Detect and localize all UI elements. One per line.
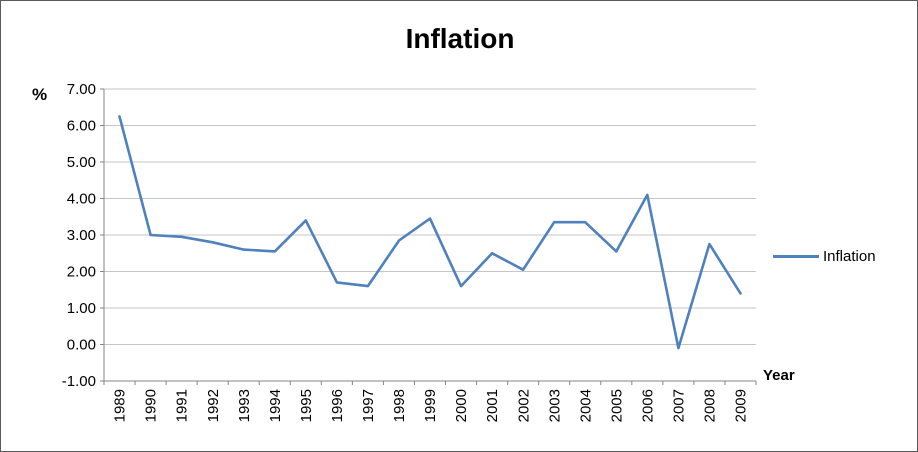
chart-title: Inflation [405,23,515,54]
legend: Inflation [773,248,876,265]
x-tick-label: 2002 [515,389,532,422]
inflation-series-line [118,115,742,350]
x-tick-label: 2009 [733,389,750,422]
x-tick-label: 2005 [608,389,625,422]
x-tick-label: 1993 [236,389,253,422]
x-tick-label: 1999 [422,389,439,422]
y-tick-label: 1.00 [67,300,96,317]
x-tick-label: 1998 [391,389,408,422]
x-axis-title: Year [763,367,795,384]
x-tick-label: 2001 [484,389,501,422]
y-tick-label: -1.00 [62,373,96,390]
x-tick-label: 2007 [670,389,687,422]
legend-line-swatch [773,255,819,258]
y-tick-label: 4.00 [67,191,96,208]
x-tick-label: 1990 [143,389,160,422]
x-tick-label: 1991 [174,389,191,422]
x-tick-label: 1997 [360,389,377,422]
x-tick-label: 2006 [639,389,656,422]
y-tick-label: 5.00 [67,154,96,171]
x-tick-label: 2008 [702,389,719,422]
x-tick-label: 1995 [298,389,315,422]
x-tick-label: 1996 [329,389,346,422]
x-tick-label: 2003 [546,389,563,422]
y-tick-label: 2.00 [67,264,96,281]
x-tick-label: 1994 [267,389,284,422]
x-tick-label: 2004 [577,389,594,422]
y-tick-label: 7.00 [67,81,96,98]
y-tick-label: 6.00 [67,118,96,135]
x-tick-label: 2000 [453,389,470,422]
y-tick-label: 0.00 [67,337,96,354]
y-axis-title: % [32,85,48,104]
legend-label: Inflation [823,248,876,265]
x-tick-label: 1992 [205,389,222,422]
x-tick-label: 1989 [112,389,129,422]
y-tick-label: 3.00 [67,227,96,244]
